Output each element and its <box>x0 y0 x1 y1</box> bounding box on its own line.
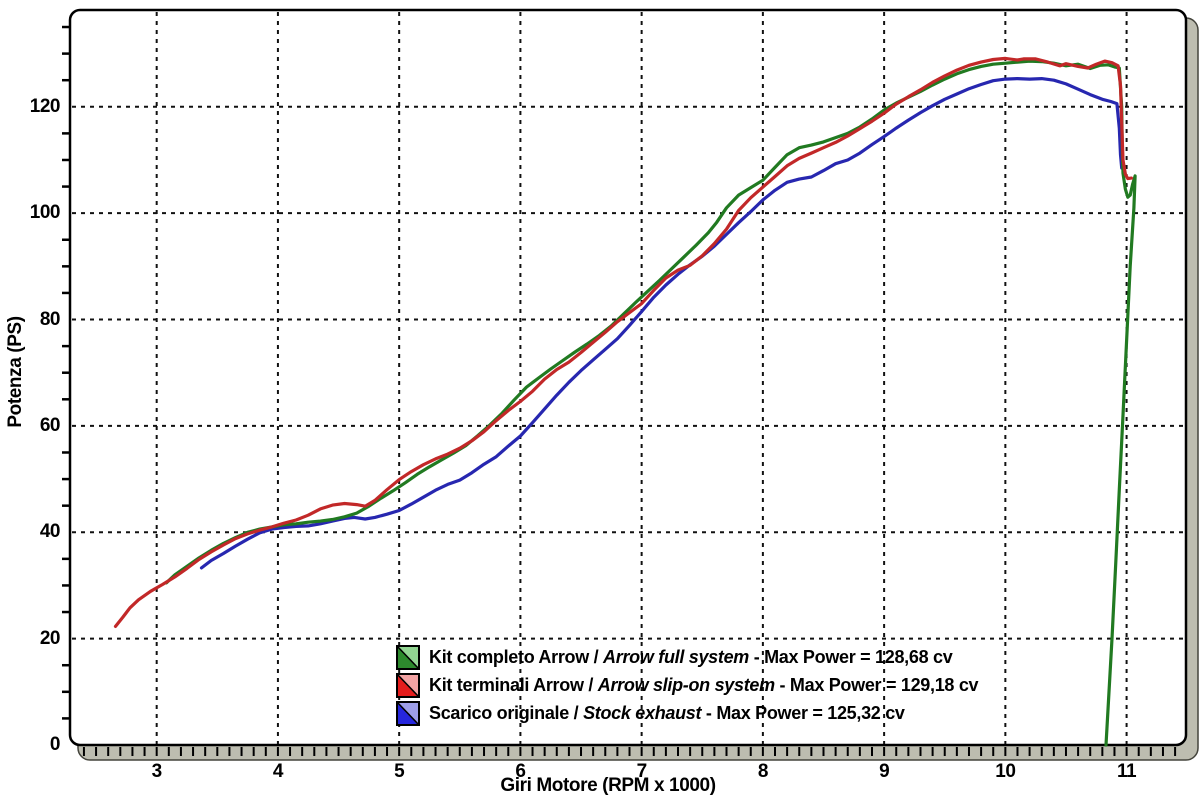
y-tick-label: 40 <box>39 521 61 543</box>
chart-legend: Kit completo Arrow / Arrow full system -… <box>396 643 979 727</box>
plot-frame <box>68 8 1188 747</box>
legend-label: Kit completo Arrow / Arrow full system -… <box>429 646 953 667</box>
y-tick-label: 100 <box>29 202 61 224</box>
x-tick-label: 9 <box>879 761 890 782</box>
legend-swatch-red-icon <box>396 672 420 698</box>
y-tick-label: 20 <box>39 627 61 649</box>
legend-swatch-green-icon <box>396 644 420 670</box>
x-tick-label: 8 <box>757 761 769 782</box>
y-tick-label: 120 <box>29 95 61 117</box>
x-tick-label: 5 <box>394 761 405 782</box>
y-tick-label: 60 <box>39 414 61 436</box>
y-tick-label: 80 <box>39 308 61 330</box>
x-tick-label: 7 <box>636 761 648 782</box>
x-tick-label: 11 <box>1117 761 1137 782</box>
y-axis-title: Potenza (PS) <box>5 316 26 428</box>
x-axis-title: Giri Motore (RPM x 1000) <box>500 775 716 796</box>
series-curve-arrow-slip-on-system <box>113 56 1134 629</box>
legend-swatch-blue-icon <box>396 700 420 726</box>
legend-item-full-system: Kit completo Arrow / Arrow full system -… <box>396 643 978 671</box>
series-curve-stock-exhaust <box>199 76 1124 570</box>
legend-item-stock: Scarico originale / Stock exhaust - Max … <box>396 699 978 727</box>
x-tick-label: 4 <box>272 761 284 782</box>
legend-label: Kit terminali Arrow / Arrow slip-on syst… <box>429 674 979 695</box>
x-tick-label: 6 <box>515 761 526 782</box>
x-tick-label: 3 <box>151 761 163 782</box>
y-tick-label: 0 <box>49 734 61 755</box>
legend-item-slip-on: Kit terminali Arrow / Arrow slip-on syst… <box>396 671 979 699</box>
legend-label: Scarico originale / Stock exhaust - Max … <box>429 702 905 723</box>
x-tick-label: 10 <box>995 761 1016 782</box>
